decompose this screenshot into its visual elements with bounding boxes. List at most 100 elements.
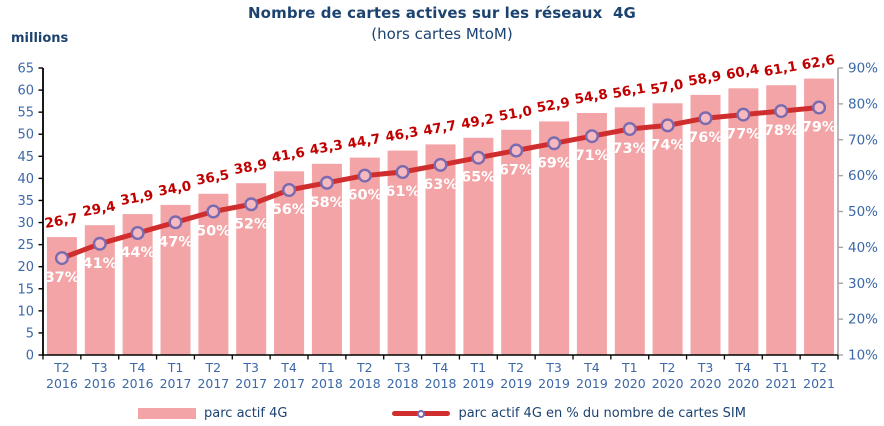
percent-label: 37%	[45, 270, 80, 286]
line-marker	[471, 150, 486, 165]
percent-label: 50%	[196, 224, 231, 240]
x-axis-tick-label-year: 2016	[46, 376, 78, 391]
x-axis-tick-label-quarter: T1	[772, 360, 789, 375]
bar	[501, 129, 532, 355]
bar-value-label: 56,1	[611, 81, 647, 103]
x-axis-tick-label-quarter: T1	[318, 360, 335, 375]
bar	[160, 204, 191, 355]
percent-label: 58%	[310, 195, 345, 211]
bar-value-label: 26,7	[43, 210, 79, 232]
line-marker	[130, 225, 145, 240]
percent-label: 73%	[612, 141, 647, 157]
right-axis-tick-label: 10%	[848, 348, 878, 364]
percent-label: 74%	[650, 137, 685, 153]
bar-value-label: 31,9	[119, 187, 155, 209]
y-axis-tick-label: 10	[17, 304, 34, 319]
percent-label: 41%	[82, 256, 117, 272]
bar-value-label: 60,4	[725, 62, 761, 84]
x-axis-tick-label-year: 2019	[538, 376, 570, 391]
y-axis-tick-label: 60	[17, 84, 34, 99]
x-axis-tick-label-quarter: T4	[583, 360, 600, 375]
percent-label: 47%	[158, 234, 193, 250]
bar	[690, 94, 721, 356]
legend-label-line-series: parc actif 4G en % du nombre de cartes S…	[458, 406, 746, 421]
line-marker	[774, 104, 789, 119]
x-axis-tick-label-quarter: T4	[735, 360, 752, 375]
right-axis-tick-label: 60%	[848, 168, 878, 184]
bar	[198, 193, 229, 355]
x-axis-tick-label-quarter: T3	[545, 360, 562, 375]
percent-label: 67%	[499, 163, 534, 179]
line-marker	[244, 197, 259, 212]
right-axis-tick-label: 50%	[848, 204, 878, 220]
bar-value-label: 51,0	[498, 103, 534, 125]
x-axis-tick-label-quarter: T2	[205, 360, 222, 375]
bar-value-label: 52,9	[536, 95, 572, 117]
bar-value-label: 47,7	[422, 118, 458, 140]
y-axis-tick-label: 40	[17, 172, 34, 187]
legend: parc actif 4G parc actif 4G en % du nomb…	[0, 406, 884, 421]
x-axis-tick-label-year: 2017	[197, 376, 229, 391]
x-axis-tick-label-quarter: T3	[242, 360, 259, 375]
y-axis-unit-label: millions	[11, 31, 69, 46]
line-marker	[509, 143, 524, 158]
bar-value-label: 44,7	[346, 131, 382, 153]
x-axis-tick-label-year: 2019	[576, 376, 608, 391]
y-axis-tick-label: 35	[17, 194, 34, 209]
y-axis-tick-label: 20	[17, 260, 34, 275]
line-marker	[168, 215, 183, 230]
x-axis-tick-label-year: 2020	[614, 376, 646, 391]
bar-value-label: 46,3	[384, 124, 420, 146]
percent-label: 63%	[423, 177, 458, 193]
x-axis-tick-label-year: 2017	[235, 376, 267, 391]
percent-label: 71%	[575, 148, 610, 164]
percent-label: 60%	[347, 188, 382, 204]
bar-value-label: 62,6	[801, 52, 837, 74]
right-axis-tick-label: 40%	[848, 240, 878, 256]
x-axis-tick-label-year: 2018	[349, 376, 381, 391]
y-axis-tick-label: 0	[26, 349, 34, 364]
bar	[614, 107, 645, 355]
x-axis-tick-label-quarter: T2	[356, 360, 373, 375]
y-axis-tick-label: 65	[17, 62, 34, 77]
percent-label: 61%	[385, 184, 420, 200]
line-marker	[660, 118, 675, 133]
percent-label: 56%	[272, 202, 307, 218]
bar	[804, 78, 835, 355]
bar-swatch-icon	[138, 408, 197, 419]
x-axis-tick-label-year: 2020	[652, 376, 684, 391]
bar-value-label: 41,6	[271, 145, 307, 167]
line-marker	[698, 111, 713, 126]
x-axis-tick-label-year: 2021	[803, 376, 835, 391]
y-axis-tick-label: 15	[17, 282, 34, 297]
percent-label: 76%	[688, 130, 723, 146]
x-axis-tick-label-quarter: T1	[621, 360, 638, 375]
right-axis-tick-label: 70%	[848, 132, 878, 148]
line-marker	[736, 107, 751, 122]
x-axis-tick-label-year: 2018	[311, 376, 343, 391]
x-axis-tick-label-quarter: T4	[129, 360, 146, 375]
bar	[652, 103, 683, 355]
legend-label-bar-series: parc actif 4G	[204, 406, 288, 421]
bar	[387, 150, 418, 355]
x-axis-tick-label-year: 2020	[690, 376, 722, 391]
x-axis-tick-label-year: 2017	[160, 376, 192, 391]
x-axis-tick-label-year: 2018	[387, 376, 419, 391]
x-axis-tick-label-year: 2016	[84, 376, 116, 391]
bar-value-label: 57,0	[649, 77, 685, 99]
line-marker-swatch-icon	[392, 409, 451, 418]
bar	[539, 121, 570, 356]
marker-circle-icon	[417, 409, 426, 418]
percent-label: 69%	[537, 155, 572, 171]
legend-item-bar-series: parc actif 4G	[138, 406, 287, 421]
bar	[425, 144, 456, 355]
bar	[349, 157, 380, 355]
bar-value-label: 38,9	[233, 156, 269, 178]
right-axis-tick-label: 80%	[848, 96, 878, 112]
line-marker	[547, 136, 562, 151]
line-marker	[584, 129, 599, 144]
percent-label: 78%	[764, 123, 799, 139]
bar	[311, 163, 342, 355]
x-axis-tick-label-year: 2019	[500, 376, 532, 391]
